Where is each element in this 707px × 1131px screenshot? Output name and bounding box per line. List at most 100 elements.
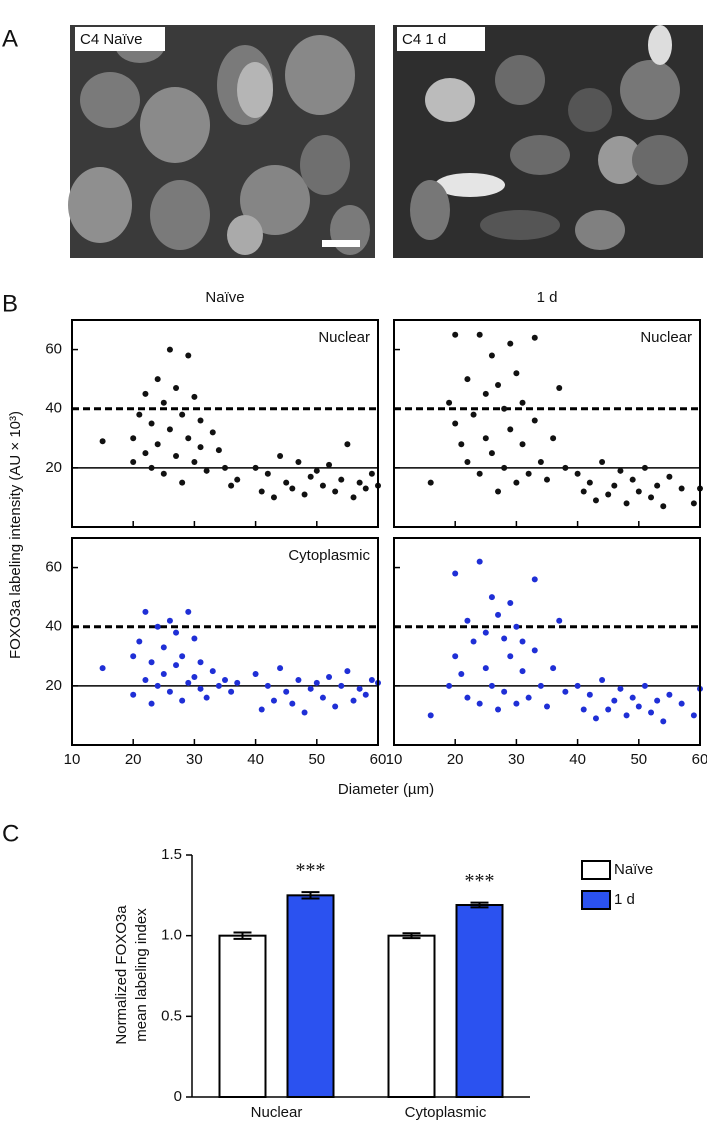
point xyxy=(586,479,593,486)
point xyxy=(215,682,222,689)
point xyxy=(544,703,550,710)
point xyxy=(209,668,216,675)
point xyxy=(464,458,471,465)
image-label: C4 Naïve xyxy=(80,31,143,48)
point xyxy=(234,476,241,483)
point xyxy=(142,390,149,397)
point xyxy=(635,488,642,495)
panel-letter: C xyxy=(2,820,19,847)
x-tick-label: 20 xyxy=(125,751,142,768)
point xyxy=(641,464,648,471)
x-tick-label: 40 xyxy=(569,751,586,768)
point xyxy=(476,700,483,707)
point xyxy=(307,473,314,480)
point xyxy=(648,709,655,716)
panel-letter: B xyxy=(2,290,18,317)
point xyxy=(501,405,508,412)
point xyxy=(197,417,204,424)
point xyxy=(154,623,161,630)
point xyxy=(179,653,186,660)
point xyxy=(482,629,489,636)
point xyxy=(160,644,167,651)
point xyxy=(368,470,375,477)
y-tick-label: 60 xyxy=(45,341,62,358)
point xyxy=(264,470,271,477)
x-tick-label: Nuclear xyxy=(251,1104,303,1121)
point xyxy=(301,491,308,498)
point xyxy=(252,464,259,471)
point xyxy=(344,441,351,448)
point xyxy=(203,467,210,474)
micrograph: C4 Naïve xyxy=(68,25,375,258)
point xyxy=(130,458,137,465)
point xyxy=(495,706,502,713)
point xyxy=(173,629,180,636)
point xyxy=(476,331,483,338)
point xyxy=(173,385,180,392)
point xyxy=(148,659,155,666)
significance-label: *** xyxy=(296,860,326,882)
point xyxy=(264,682,271,689)
point xyxy=(623,712,630,719)
panel-annotation: Nuclear xyxy=(318,329,370,346)
point xyxy=(185,352,192,359)
point xyxy=(464,376,471,383)
point xyxy=(666,691,673,698)
point xyxy=(307,685,314,692)
point xyxy=(362,691,369,698)
point xyxy=(611,482,618,489)
point xyxy=(531,576,538,583)
x-tick-label: 30 xyxy=(508,751,525,768)
point xyxy=(605,706,612,713)
micrograph: C4 1 d xyxy=(393,25,703,258)
point xyxy=(507,426,514,433)
y-tick-label: 0 xyxy=(174,1088,182,1105)
y-tick-label: 20 xyxy=(45,459,62,476)
point xyxy=(350,697,357,704)
point xyxy=(482,435,489,442)
point xyxy=(142,608,149,615)
point xyxy=(197,444,204,451)
point xyxy=(519,399,526,406)
point xyxy=(185,435,192,442)
y-axis-label: FOXO3a labeling intensity (AU × 10³) xyxy=(7,411,24,659)
point xyxy=(537,682,544,689)
error-bar xyxy=(470,901,489,909)
point xyxy=(501,635,508,642)
point xyxy=(617,685,624,692)
point xyxy=(507,600,514,607)
x-tick-label: 10 xyxy=(386,751,403,768)
point xyxy=(277,453,284,460)
point xyxy=(356,685,363,692)
point xyxy=(574,470,581,477)
point xyxy=(319,694,326,701)
point xyxy=(215,447,222,454)
x-tick-label: 40 xyxy=(247,751,264,768)
point xyxy=(228,482,235,489)
point xyxy=(629,694,636,701)
point xyxy=(136,638,143,645)
x-tick-label: 10 xyxy=(64,751,81,768)
point xyxy=(209,429,216,436)
y-tick-label: 1.5 xyxy=(161,846,182,863)
point xyxy=(513,370,520,377)
point xyxy=(513,700,520,707)
point xyxy=(148,700,155,707)
bar xyxy=(455,904,504,1098)
error-bar xyxy=(233,931,252,940)
point xyxy=(556,617,563,624)
x-tick-label: 50 xyxy=(630,751,647,768)
point xyxy=(295,458,302,465)
column-title: Naïve xyxy=(205,289,244,306)
point xyxy=(228,688,235,695)
point xyxy=(452,653,459,660)
point xyxy=(130,435,137,442)
point xyxy=(513,479,520,486)
y-tick-label: 40 xyxy=(45,618,62,635)
point xyxy=(203,694,210,701)
point xyxy=(313,679,320,686)
point xyxy=(154,682,161,689)
point xyxy=(283,688,290,695)
point xyxy=(142,450,149,457)
point xyxy=(678,700,685,707)
